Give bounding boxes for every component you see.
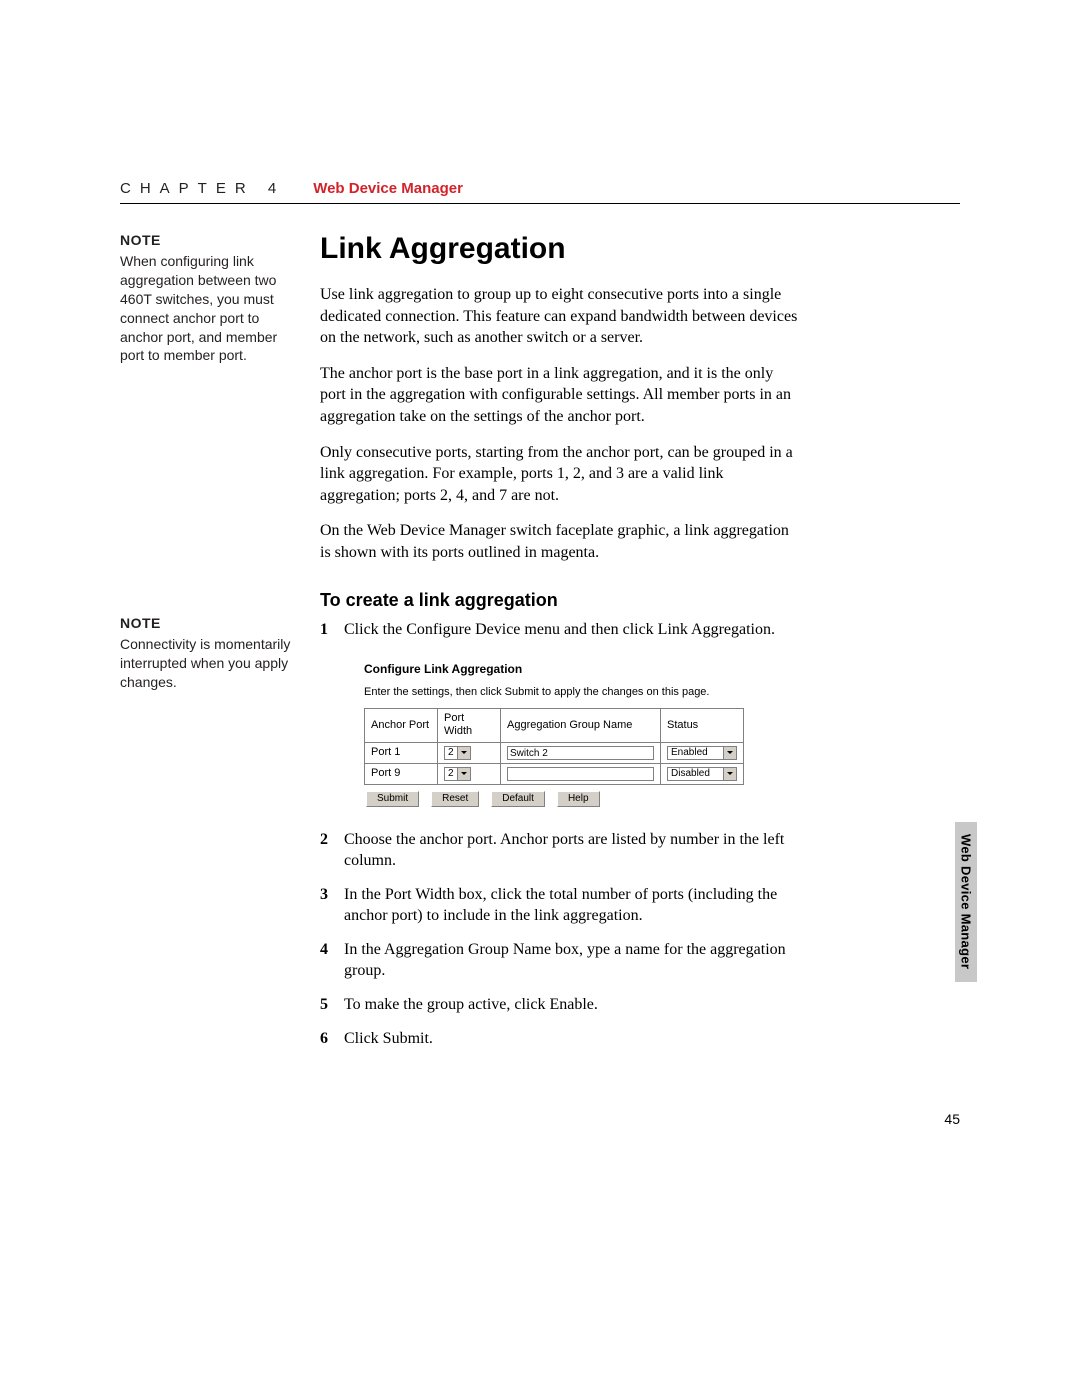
page-title: Link Aggregation [320,232,960,266]
document-page: CHAPTER 4 Web Device Manager Note When c… [0,0,1080,1397]
note-body: Connectivity is momentarily interrupted … [120,635,302,692]
chapter-label: CHAPTER 4 [120,180,285,197]
submit-button[interactable]: Submit [366,791,419,807]
paragraph: Only consecutive ports, starting from th… [320,442,800,507]
port-width-dropdown[interactable]: 2 [444,746,471,760]
chevron-down-icon [723,768,736,780]
table-row: Port 1 2 Switch 2 Enabled [365,742,744,763]
chevron-down-icon [457,768,470,780]
col-status: Status [661,709,744,742]
note-title: Note [120,232,302,248]
sidebar: Note When configuring link aggregation b… [120,232,320,942]
cell-agg-name: Switch 2 [501,742,661,763]
step-item: To make the group active, click Enable. [320,994,820,1016]
step-item: Click Submit. [320,1028,820,1050]
note-block-1: Note When configuring link aggregation b… [120,232,302,365]
col-agg-name: Aggregation Group Name [501,709,661,742]
chevron-down-icon [457,747,470,759]
cell-agg-name [501,763,661,784]
cell-anchor-port: Port 1 [365,742,438,763]
step-item: In the Aggregation Group Name box, ype a… [320,939,820,982]
section-subtitle: To create a link aggregation [320,590,960,611]
table-row: Port 9 2 Disabled [365,763,744,784]
col-port-width: Port Width [438,709,501,742]
chevron-down-icon [723,747,736,759]
note-block-2: Note Connectivity is momentarily interru… [120,615,302,692]
note-body: When configuring link aggregation betwee… [120,252,302,365]
paragraph: Use link aggregation to group up to eigh… [320,284,800,349]
figure-caption: Enter the settings, then click Submit to… [364,686,744,698]
paragraph: On the Web Device Manager switch facepla… [320,520,800,563]
cell-status: Enabled [661,742,744,763]
step-item: Click the Configure Device menu and then… [320,619,820,641]
config-figure: Configure Link Aggregation Enter the set… [364,662,744,806]
button-row: Submit Reset Default Help [364,791,744,807]
cell-status: Disabled [661,763,744,784]
cell-port-width: 2 [438,742,501,763]
help-button[interactable]: Help [557,791,600,807]
steps-list-continued: Choose the anchor port. Anchor ports are… [320,829,820,1050]
cell-port-width: 2 [438,763,501,784]
agg-name-input[interactable] [507,767,654,781]
col-anchor-port: Anchor Port [365,709,438,742]
side-tab: Web Device Manager [955,822,977,982]
status-dropdown[interactable]: Disabled [667,767,737,781]
default-button[interactable]: Default [491,791,545,807]
content-row: Note When configuring link aggregation b… [120,232,960,1061]
cell-anchor-port: Port 9 [365,763,438,784]
config-table: Anchor Port Port Width Aggregation Group… [364,708,744,784]
agg-name-input[interactable]: Switch 2 [507,746,654,760]
step-item: In the Port Width box, click the total n… [320,884,820,927]
main-column: Link Aggregation Use link aggregation to… [320,232,960,1061]
table-header-row: Anchor Port Port Width Aggregation Group… [365,709,744,742]
status-dropdown[interactable]: Enabled [667,746,737,760]
page-header: CHAPTER 4 Web Device Manager [120,180,960,204]
port-width-dropdown[interactable]: 2 [444,767,471,781]
figure-title: Configure Link Aggregation [364,662,744,676]
reset-button[interactable]: Reset [431,791,479,807]
step-item: Choose the anchor port. Anchor ports are… [320,829,820,872]
paragraph: The anchor port is the base port in a li… [320,363,800,428]
note-title: Note [120,615,302,631]
page-number: 45 [944,1111,960,1127]
section-label: Web Device Manager [313,180,463,197]
steps-list: Click the Configure Device menu and then… [320,619,820,641]
